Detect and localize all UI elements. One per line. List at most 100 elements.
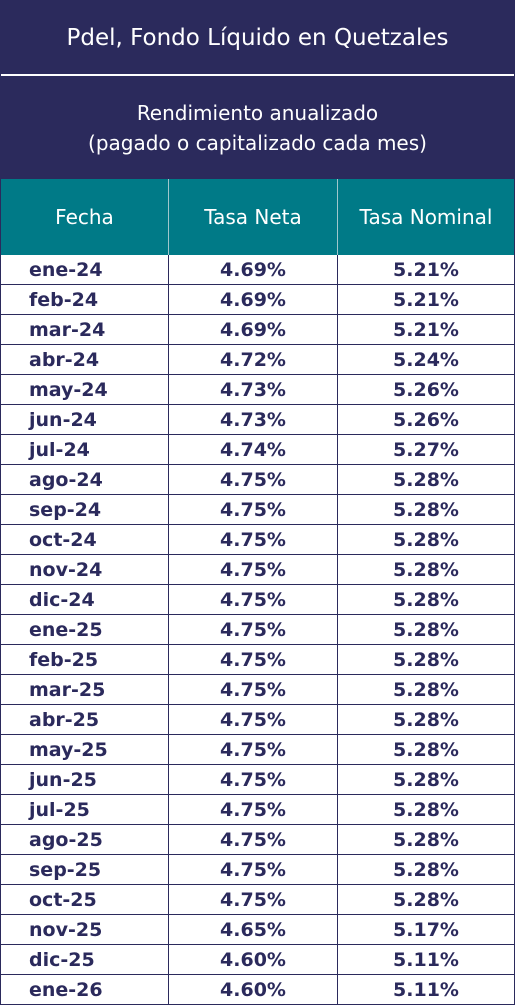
cell-tasa-neta: 4.75% <box>169 795 338 824</box>
table-row: ene-24 4.69% 5.21% <box>1 255 514 285</box>
cell-tasa-nominal: 5.21% <box>393 288 459 311</box>
table-row: dic-25 4.60% 5.11% <box>1 945 514 975</box>
cell-tasa-nominal: 5.28% <box>393 828 459 851</box>
cell-tasa-neta: 4.75% <box>169 825 338 854</box>
table-row: abr-25 4.75% 5.28% <box>1 705 514 735</box>
cell-tasa-neta: 4.65% <box>169 915 338 944</box>
table-row: mar-25 4.75% 5.28% <box>1 675 514 705</box>
cell-tasa-neta: 4.75% <box>169 585 338 614</box>
table-row: ene-26 4.60% 5.11% <box>1 975 514 1005</box>
cell-fecha: nov-25 <box>1 915 169 944</box>
cell-tasa-nominal: 5.26% <box>393 378 459 401</box>
table-row: mar-24 4.69% 5.21% <box>1 315 514 345</box>
table-row: nov-24 4.75% 5.28% <box>1 555 514 585</box>
table-row: abr-24 4.72% 5.24% <box>1 345 514 375</box>
cell-tasa-nominal: 5.21% <box>393 318 459 341</box>
cell-fecha: jun-24 <box>1 405 169 434</box>
cell-tasa-nominal: 5.26% <box>393 408 459 431</box>
cell-fecha: ago-25 <box>1 825 169 854</box>
table-row: may-25 4.75% 5.28% <box>1 735 514 765</box>
table-header: Fecha Tasa Neta Tasa Nominal <box>1 179 514 255</box>
cell-tasa-neta: 4.69% <box>169 315 338 344</box>
column-header-tasa-nominal: Tasa Nominal <box>359 205 493 229</box>
cell-fecha: dic-24 <box>1 585 169 614</box>
cell-tasa-neta: 4.75% <box>169 615 338 644</box>
cell-tasa-nominal: 5.28% <box>393 498 459 521</box>
cell-tasa-nominal: 5.28% <box>393 738 459 761</box>
cell-fecha: oct-25 <box>1 885 169 914</box>
cell-tasa-nominal: 5.27% <box>393 438 459 461</box>
column-header-tasa-neta: Tasa Neta <box>169 179 338 255</box>
table-row: sep-24 4.75% 5.28% <box>1 495 514 525</box>
cell-fecha: abr-25 <box>1 705 169 734</box>
cell-tasa-neta: 4.75% <box>169 555 338 584</box>
cell-fecha: dic-25 <box>1 945 169 974</box>
cell-tasa-nominal: 5.21% <box>393 258 459 281</box>
cell-tasa-nominal: 5.11% <box>393 979 459 1001</box>
cell-tasa-nominal: 5.28% <box>393 858 459 881</box>
cell-fecha: feb-25 <box>1 645 169 674</box>
cell-tasa-neta: 4.75% <box>169 705 338 734</box>
cell-tasa-neta: 4.69% <box>169 255 338 284</box>
cell-fecha: ene-24 <box>1 255 169 284</box>
cell-tasa-neta: 4.75% <box>169 645 338 674</box>
cell-tasa-nominal: 5.28% <box>393 528 459 551</box>
cell-fecha: jul-25 <box>1 795 169 824</box>
cell-fecha: ene-25 <box>1 615 169 644</box>
table-row: feb-24 4.69% 5.21% <box>1 285 514 315</box>
cell-fecha: jun-25 <box>1 765 169 794</box>
cell-fecha: abr-24 <box>1 345 169 374</box>
cell-tasa-neta: 4.75% <box>169 465 338 494</box>
cell-tasa-neta: 4.75% <box>169 525 338 554</box>
cell-tasa-nominal: 5.28% <box>393 888 459 911</box>
cell-fecha: ago-24 <box>1 465 169 494</box>
table-title: Pdel, Fondo Líquido en Quetzales <box>1 1 514 76</box>
cell-fecha: feb-24 <box>1 285 169 314</box>
cell-tasa-nominal: 5.24% <box>393 348 459 371</box>
table-row: ene-25 4.75% 5.28% <box>1 615 514 645</box>
cell-tasa-neta: 4.72% <box>169 345 338 374</box>
cell-tasa-nominal: 5.28% <box>393 648 459 671</box>
cell-tasa-neta: 4.75% <box>169 675 338 704</box>
cell-fecha: sep-24 <box>1 495 169 524</box>
table-row: nov-25 4.65% 5.17% <box>1 915 514 945</box>
column-header-fecha: Fecha <box>1 179 169 255</box>
table-row: may-24 4.73% 5.26% <box>1 375 514 405</box>
cell-fecha: sep-25 <box>1 855 169 884</box>
table-row: oct-24 4.75% 5.28% <box>1 525 514 555</box>
cell-tasa-nominal: 5.28% <box>393 708 459 731</box>
cell-tasa-neta: 4.75% <box>169 735 338 764</box>
cell-fecha: jul-24 <box>1 435 169 464</box>
cell-tasa-nominal: 5.28% <box>393 588 459 611</box>
cell-tasa-neta: 4.60% <box>169 945 338 974</box>
table-row: jun-24 4.73% 5.26% <box>1 405 514 435</box>
cell-tasa-neta: 4.69% <box>169 285 338 314</box>
table-body: ene-24 4.69% 5.21% feb-24 4.69% 5.21% mar-24 4.… <box>1 255 514 1005</box>
cell-tasa-nominal: 5.28% <box>393 768 459 791</box>
subtitle-line-2: (pagado o capitalizado cada mes) <box>88 130 427 155</box>
table-row: feb-25 4.75% 5.28% <box>1 645 514 675</box>
table-row: jul-24 4.74% 5.27% <box>1 435 514 465</box>
cell-tasa-neta: 4.60% <box>169 975 338 1005</box>
cell-tasa-neta: 4.75% <box>169 495 338 524</box>
cell-fecha: mar-25 <box>1 675 169 704</box>
table-row: dic-24 4.75% 5.28% <box>1 585 514 615</box>
cell-tasa-nominal: 5.11% <box>393 948 459 971</box>
cell-tasa-neta: 4.73% <box>169 405 338 434</box>
table-row: ago-25 4.75% 5.28% <box>1 825 514 855</box>
cell-fecha: nov-24 <box>1 555 169 584</box>
cell-tasa-neta: 4.74% <box>169 435 338 464</box>
cell-tasa-nominal: 5.28% <box>393 678 459 701</box>
cell-tasa-neta: 4.75% <box>169 885 338 914</box>
cell-tasa-neta: 4.75% <box>169 765 338 794</box>
cell-tasa-nominal: 5.28% <box>393 558 459 581</box>
cell-fecha: oct-24 <box>1 525 169 554</box>
table-subtitle: Rendimiento anualizado (pagado o capital… <box>1 76 514 179</box>
cell-tasa-nominal: 5.28% <box>393 618 459 641</box>
table-row: jul-25 4.75% 5.28% <box>1 795 514 825</box>
subtitle-line-1: Rendimiento anualizado <box>136 100 379 125</box>
cell-tasa-nominal: 5.28% <box>393 798 459 821</box>
table-row: ago-24 4.75% 5.28% <box>1 465 514 495</box>
cell-tasa-nominal: 5.28% <box>393 468 459 491</box>
